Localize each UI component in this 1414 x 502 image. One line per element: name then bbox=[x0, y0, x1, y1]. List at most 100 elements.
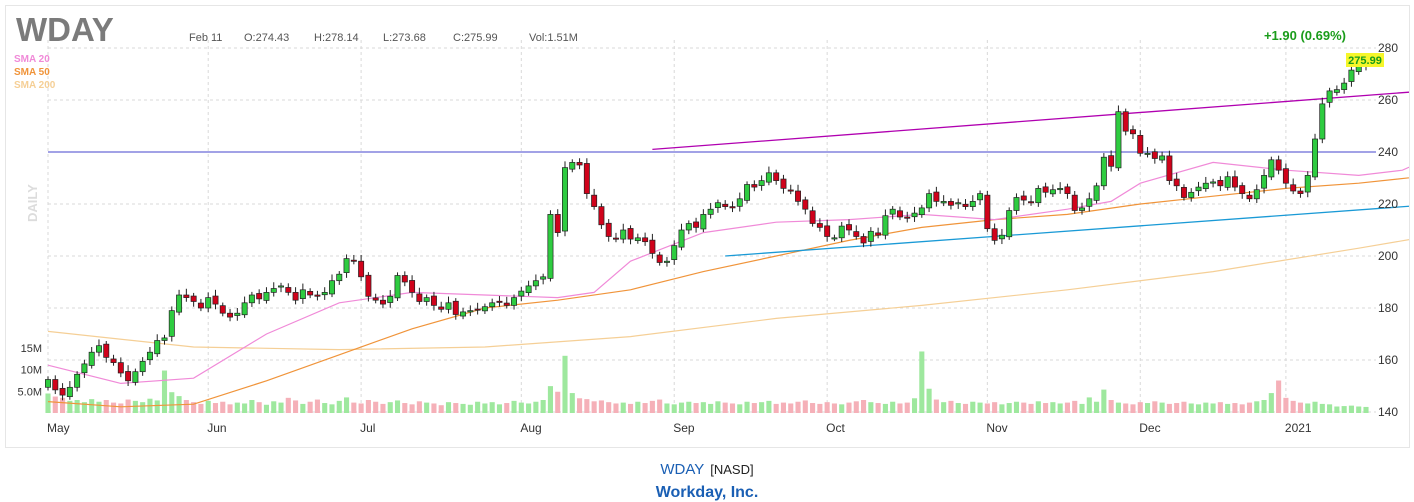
volume-bar bbox=[671, 404, 677, 413]
volume-bar bbox=[606, 402, 612, 413]
volume-bar bbox=[846, 402, 852, 413]
volume-bar bbox=[853, 401, 859, 413]
volume-bar bbox=[504, 403, 510, 413]
candle-body bbox=[1130, 129, 1136, 135]
candle-body bbox=[1231, 176, 1238, 188]
sma20-line bbox=[47, 161, 1409, 385]
volume-bar bbox=[882, 403, 888, 413]
header-date: Feb 11 bbox=[189, 32, 222, 44]
candle-body bbox=[867, 230, 874, 242]
candle-body bbox=[816, 223, 823, 228]
volume-bar bbox=[839, 404, 845, 413]
candle-body bbox=[481, 306, 488, 312]
candle-body bbox=[1210, 181, 1217, 184]
period-label: DAILY bbox=[25, 184, 40, 222]
candle-body bbox=[1261, 175, 1268, 189]
volume-bar bbox=[344, 397, 350, 413]
volume-bar bbox=[336, 400, 342, 413]
volume-bar bbox=[1276, 380, 1282, 413]
volume-bar bbox=[1181, 401, 1187, 413]
candle-body bbox=[139, 360, 146, 373]
volume-bar bbox=[1013, 401, 1020, 413]
volume-bar bbox=[926, 388, 932, 413]
volume-bar bbox=[904, 402, 910, 413]
volume-bar bbox=[919, 351, 925, 413]
volume-bar bbox=[1174, 403, 1180, 413]
candle-body bbox=[1028, 201, 1035, 204]
candle-body bbox=[831, 237, 838, 240]
footer-company-name[interactable]: Workday, Inc. bbox=[655, 484, 759, 501]
volume-bar bbox=[1144, 403, 1151, 413]
volume-bar bbox=[1210, 403, 1216, 413]
volume-bar bbox=[817, 403, 823, 413]
volume-bar bbox=[584, 399, 590, 413]
candle-body bbox=[773, 172, 780, 181]
candle-body bbox=[1159, 155, 1166, 161]
volume-bar bbox=[547, 386, 553, 413]
candle-body bbox=[1253, 189, 1260, 200]
candle-body bbox=[489, 302, 496, 308]
volume-bar bbox=[970, 401, 976, 413]
volume-bar bbox=[416, 401, 422, 413]
candle-body bbox=[1268, 159, 1275, 178]
candle-body bbox=[780, 178, 787, 189]
volume-bar bbox=[249, 400, 255, 413]
candle-body bbox=[416, 293, 423, 302]
volume-bar bbox=[1043, 403, 1049, 413]
volume-bar bbox=[977, 402, 983, 413]
candle-body bbox=[1180, 187, 1187, 198]
volume-bar bbox=[700, 402, 706, 413]
candle-body bbox=[387, 295, 394, 303]
volume-bar bbox=[1261, 400, 1267, 413]
volume-bar bbox=[242, 403, 248, 413]
candle-body bbox=[161, 337, 168, 341]
x-tick-label: Jul bbox=[360, 421, 375, 435]
volume-bar bbox=[1203, 402, 1209, 413]
candle-body bbox=[365, 274, 372, 297]
volume-bar bbox=[1217, 402, 1223, 413]
candle-body bbox=[991, 228, 998, 241]
volume-bar bbox=[409, 404, 415, 413]
candle-body bbox=[707, 208, 714, 215]
volume-bar bbox=[766, 400, 772, 413]
volume-bar bbox=[256, 402, 262, 413]
candle-body bbox=[634, 237, 641, 242]
candle-body bbox=[984, 194, 991, 230]
volume-bar bbox=[431, 403, 437, 413]
volume-bar bbox=[1225, 403, 1231, 413]
volume-bar bbox=[992, 402, 998, 413]
candle-body bbox=[132, 371, 139, 383]
y-tick-label: 260 bbox=[1378, 93, 1398, 107]
candle-body bbox=[270, 288, 277, 293]
candle-body bbox=[547, 214, 554, 279]
candle-body bbox=[81, 363, 88, 374]
volume-bar bbox=[1064, 402, 1070, 413]
y-tick-label: 180 bbox=[1378, 301, 1398, 315]
candle-body bbox=[1057, 188, 1064, 191]
last-price-label: 275.99 bbox=[1348, 55, 1382, 67]
volume-bar bbox=[1283, 397, 1289, 413]
candle-body bbox=[1195, 186, 1202, 192]
volume-bar bbox=[285, 397, 291, 413]
candle-body bbox=[452, 300, 459, 315]
volume-bar bbox=[263, 404, 270, 413]
volume-bar bbox=[890, 401, 896, 413]
footer-ticker-link[interactable]: WDAY bbox=[660, 461, 705, 478]
ticker-title: WDAY bbox=[16, 11, 114, 48]
candle-body bbox=[1079, 207, 1085, 211]
volume-bar bbox=[300, 403, 306, 413]
candle-body bbox=[292, 292, 299, 301]
candle-body bbox=[256, 293, 263, 300]
volume-bar bbox=[394, 400, 401, 413]
volume-bar bbox=[60, 397, 66, 413]
candle-body bbox=[176, 294, 183, 313]
volume-bar bbox=[729, 403, 736, 413]
candle-body bbox=[103, 343, 110, 358]
candle-body bbox=[962, 203, 969, 207]
candle-body bbox=[241, 302, 248, 316]
price-change: +1.90 (0.69%) bbox=[1264, 28, 1346, 43]
candle-body bbox=[1290, 184, 1297, 192]
volume-bar bbox=[1319, 403, 1325, 413]
volume-bar bbox=[591, 401, 597, 413]
volume-bar bbox=[1028, 403, 1034, 413]
